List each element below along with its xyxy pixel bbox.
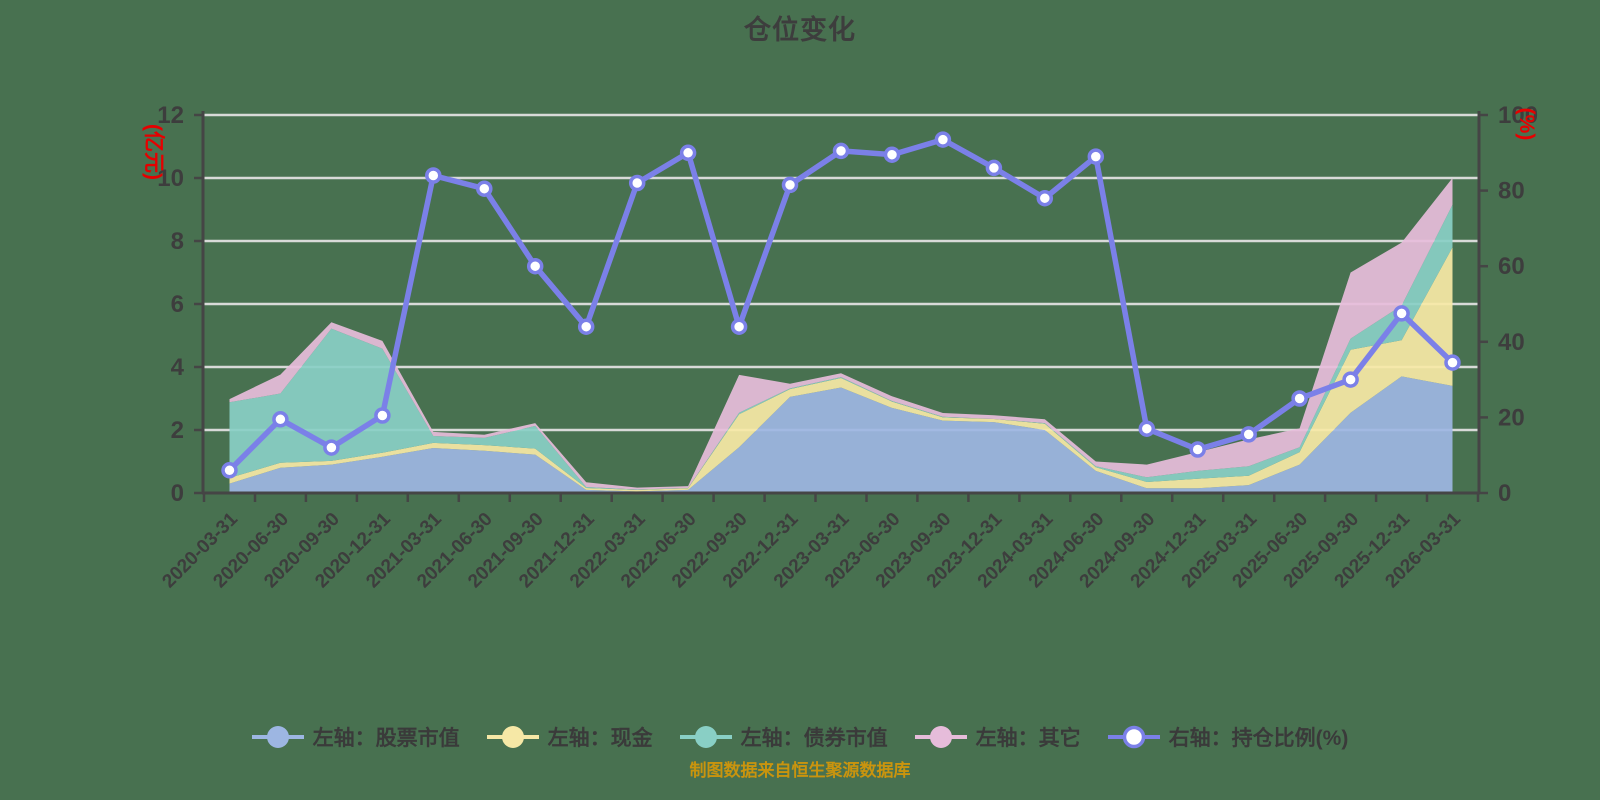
source-note: 制图数据来自恒生聚源数据库 <box>689 761 911 780</box>
data-point-marker <box>628 174 646 192</box>
left-axis-label: 6 <box>171 291 184 318</box>
data-point-marker <box>1036 189 1054 207</box>
data-point-marker <box>374 407 391 424</box>
legend-item-0[interactable]: 左轴：股票市值 <box>251 722 460 752</box>
left-axis-label: 10 <box>157 165 184 192</box>
x-axis-date-labels: 2020-03-312020-06-302020-09-302020-12-31… <box>158 508 1465 592</box>
data-point-marker <box>1291 390 1308 407</box>
data-point-marker <box>526 257 544 275</box>
legend-label: 左轴：其它 <box>975 727 1081 750</box>
left-axis-label: 8 <box>171 228 184 255</box>
data-point-marker <box>883 146 901 163</box>
left-axis-label: 0 <box>171 480 184 507</box>
legend-marker-icon <box>679 726 732 748</box>
chart-legend: 左轴：股票市值 左轴：现金 左轴：债券市值 左轴：其它 右轴：持仓比例(%) <box>0 722 1600 752</box>
legend-label: 右轴：持仓比例(%) <box>1168 727 1349 750</box>
legend-item-4[interactable]: 右轴：持仓比例(%) <box>1107 722 1349 752</box>
data-point-marker <box>1189 441 1206 458</box>
legend-marker-icon <box>486 726 539 748</box>
data-point-marker <box>832 142 850 160</box>
left-axis-label: 2 <box>171 417 184 444</box>
data-point-marker <box>323 439 340 456</box>
legend-marker-icon <box>1107 725 1160 749</box>
left-axis-label: 4 <box>171 354 185 381</box>
data-point-marker <box>577 318 595 335</box>
data-point-marker <box>1393 305 1410 322</box>
right-axis-name: (%) <box>1515 108 1538 141</box>
chart-title: 仓位变化 <box>744 15 856 45</box>
legend-item-3[interactable]: 左轴：其它 <box>914 722 1081 752</box>
data-point-marker <box>1240 426 1257 443</box>
data-point-marker <box>221 462 238 479</box>
data-point-marker <box>1138 420 1156 437</box>
left-axis-name: (亿元) <box>142 124 166 180</box>
line-series-markers <box>221 131 1461 479</box>
data-point-marker <box>934 131 952 148</box>
data-point-marker <box>781 176 799 194</box>
area-series-0 <box>229 376 1453 493</box>
data-point-marker <box>679 144 697 162</box>
data-point-marker <box>1087 148 1105 165</box>
legend-label: 左轴：债券市值 <box>740 727 888 750</box>
legend-marker-icon <box>251 726 304 748</box>
right-axis-label: 0 <box>1498 480 1511 507</box>
data-point-marker <box>985 159 1003 177</box>
data-point-marker <box>272 411 289 428</box>
right-axis-label: 100 <box>1498 102 1538 129</box>
legend-marker-icon <box>914 726 967 748</box>
left-axis-label: 12 <box>157 102 184 129</box>
data-point-marker <box>730 318 748 335</box>
right-axis-label: 40 <box>1498 329 1525 356</box>
axis-labels: 0 2 4 6 8 10 12 0 20 40 60 80 100 <box>157 102 1538 507</box>
data-point-marker <box>425 167 442 184</box>
legend-item-2[interactable]: 左轴：债券市值 <box>679 722 888 752</box>
data-point-marker <box>476 180 493 197</box>
axes <box>194 111 1488 502</box>
data-point-marker <box>1342 371 1359 388</box>
right-axis-label: 20 <box>1498 404 1525 431</box>
legend-item-1[interactable]: 左轴：现金 <box>486 722 653 752</box>
data-point-marker <box>1444 354 1461 371</box>
legend-label: 左轴：股票市值 <box>312 727 460 750</box>
position-change-chart: 0 2 4 6 8 10 12 0 20 40 60 80 100 2020-03-312020-06-3… <box>142 102 1538 592</box>
legend-label: 左轴：现金 <box>547 727 653 750</box>
right-axis-label: 80 <box>1498 178 1525 205</box>
right-axis-label: 60 <box>1498 253 1525 280</box>
